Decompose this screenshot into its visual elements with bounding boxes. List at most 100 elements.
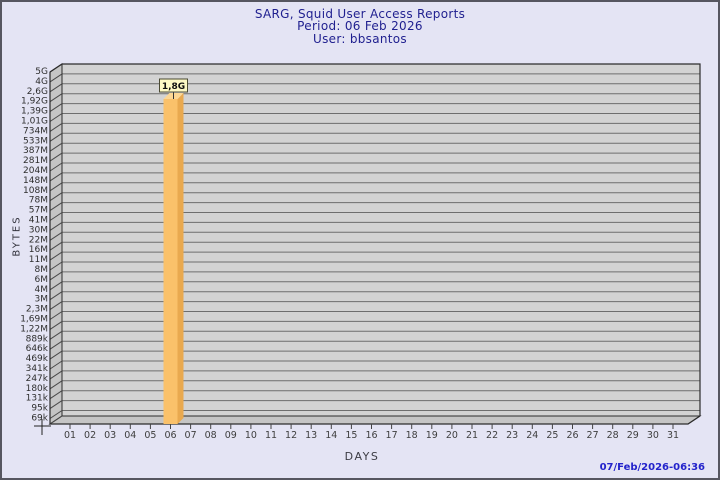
y-tick-label: 11M <box>29 255 48 265</box>
x-tick-label: 05 <box>144 430 156 441</box>
y-tick-label: 204M <box>23 166 48 176</box>
x-tick-label: 18 <box>406 430 418 441</box>
y-tick <box>49 202 63 212</box>
y-tick <box>49 212 63 221</box>
y-tick-label: 533M <box>23 136 48 146</box>
plot-outline-bottom <box>49 72 701 425</box>
bar-value-label: 1,8G <box>162 82 185 92</box>
y-tick-label: 3M <box>35 295 49 305</box>
x-tick-label: 02 <box>84 430 96 441</box>
y-tick <box>49 162 63 172</box>
generated-timestamp: 07/Feb/2026-06:36 <box>599 462 705 473</box>
y-tick <box>49 281 63 291</box>
y-tick-label: 1,01G <box>21 117 48 127</box>
x-tick-label: 20 <box>446 430 458 441</box>
y-tick <box>49 330 63 340</box>
y-tick-label: 2,6G <box>27 87 48 97</box>
y-tick <box>49 172 63 182</box>
y-tick-label: 8M <box>35 265 49 275</box>
y-tick-label: 1,92G <box>21 97 48 107</box>
y-tick-label: 247k <box>26 374 49 384</box>
x-tick-label: 21 <box>466 430 478 441</box>
y-tick-label: 30M <box>29 225 48 235</box>
y-tick-label: 22M <box>29 235 48 245</box>
y-tick <box>49 370 63 380</box>
chart-title-block: SARG, Squid User Access Reports Period: … <box>2 7 718 46</box>
plot-bottom-wall <box>48 415 702 425</box>
x-tick-label: 26 <box>566 430 578 441</box>
y-tick <box>49 122 63 132</box>
y-tick-label: 1,22M <box>20 324 48 334</box>
y-tick-label: 95k <box>31 404 48 414</box>
x-tick-label: 22 <box>486 430 498 441</box>
x-tick-label: 01 <box>64 430 76 441</box>
x-tick-label: 10 <box>245 430 257 441</box>
y-tick <box>49 261 63 271</box>
y-tick <box>49 291 63 301</box>
y-tick <box>49 400 63 410</box>
bar-value-box <box>159 78 188 93</box>
x-tick-label: 03 <box>104 430 116 441</box>
y-tick <box>49 350 63 360</box>
y-tick <box>49 410 63 419</box>
chart-period: Period: 06 Feb 2026 <box>297 19 423 34</box>
x-tick-label: 31 <box>667 430 679 441</box>
y-tick <box>49 93 63 103</box>
y-tick-label: 5G <box>35 67 48 77</box>
y-tick-label: 57M <box>29 206 48 216</box>
x-tick-label: 13 <box>305 430 317 441</box>
y-tick-label: 6M <box>35 275 49 285</box>
x-tick-label: 12 <box>285 430 297 441</box>
y-tick-label: 131k <box>26 394 49 404</box>
y-tick <box>49 132 63 142</box>
y-tick <box>49 311 63 320</box>
x-tick-label: 08 <box>205 430 217 441</box>
x-tick-label: 19 <box>426 430 438 441</box>
x-tick-label: 23 <box>506 430 518 441</box>
y-tick-label: 889k <box>26 334 49 344</box>
y-axis-title: BYTES <box>11 215 23 257</box>
y-tick-label: 4M <box>35 285 49 295</box>
x-tick-label: 25 <box>546 430 558 441</box>
y-tick <box>49 83 63 93</box>
plot-back-wall <box>62 64 700 416</box>
y-tick <box>49 340 63 350</box>
x-tick-label: 30 <box>647 430 659 441</box>
y-tick-label: 469k <box>26 354 49 364</box>
y-tick <box>49 142 63 152</box>
x-tick-label: 24 <box>526 430 538 441</box>
x-tick-label: 28 <box>607 430 619 441</box>
y-tick-label: 387M <box>23 146 48 156</box>
y-tick <box>49 231 63 241</box>
y-tick-label: 2,3M <box>26 305 48 315</box>
y-tick <box>49 380 63 390</box>
y-tick-label: 4G <box>35 77 48 87</box>
y-tick <box>49 182 63 192</box>
y-tick-label: 646k <box>26 344 49 354</box>
y-tick <box>49 192 63 202</box>
y-tick-label: 69k <box>31 414 48 424</box>
y-tick-label: 148M <box>23 176 48 186</box>
bar <box>163 99 178 424</box>
x-tick-label: 07 <box>185 430 197 441</box>
x-axis-title: DAYS <box>344 450 380 463</box>
chart-user: User: bbsantos <box>313 31 407 46</box>
x-tick-label: 06 <box>164 430 176 441</box>
x-tick-label: 29 <box>627 430 639 441</box>
x-tick-label: 15 <box>345 430 357 441</box>
plot-outline-top <box>49 63 701 416</box>
y-tick <box>49 73 63 83</box>
x-tick-label: 04 <box>124 430 136 441</box>
chart-title: SARG, Squid User Access Reports <box>254 7 466 21</box>
x-tick-label: 16 <box>365 430 377 441</box>
bar-side-face <box>177 93 184 424</box>
y-tick-label: 1,69M <box>20 315 48 325</box>
y-tick-label: 108M <box>23 186 48 196</box>
y-tick-label: 1,39G <box>21 107 48 117</box>
x-tick-label: 09 <box>225 430 237 441</box>
y-tick <box>49 390 63 400</box>
x-tick-label: 11 <box>265 430 277 441</box>
y-tick <box>49 360 63 370</box>
